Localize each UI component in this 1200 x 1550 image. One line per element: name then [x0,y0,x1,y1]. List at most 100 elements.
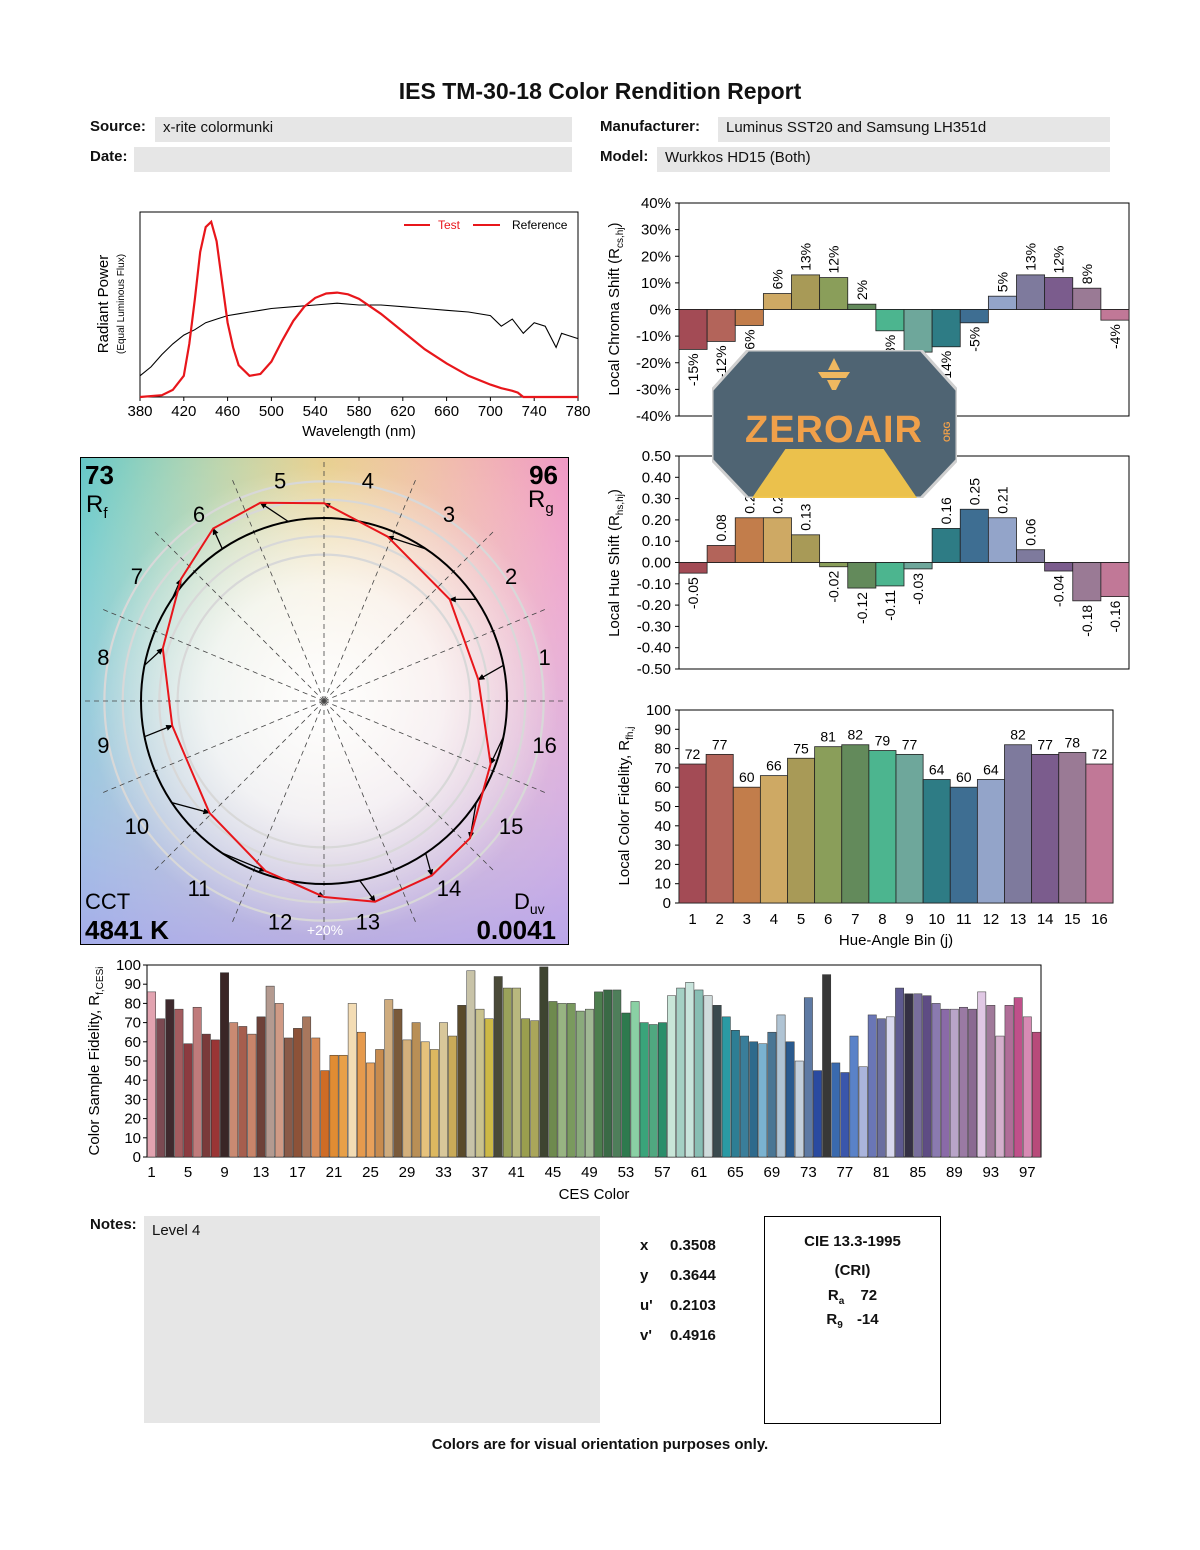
ces-bar-18 [302,1016,312,1158]
x-tick-label: 14 [1037,911,1054,928]
y-coord-label: y [640,1267,649,1284]
ces-bar-90 [959,1006,968,1158]
bar-bin-12 [976,779,1005,904]
bar-bin-16 [1085,763,1114,904]
ces-bar-70 [776,1014,786,1158]
rg-label: Rg [528,486,554,517]
ces-bar-63 [712,1005,722,1158]
bin-number-2: 2 [505,564,517,589]
spd-x-ticks: 380 420 460 500 540 580 620 660 700 740 780 [127,397,590,420]
ces-x-tick-label: 57 [654,1164,671,1181]
ces-y-tick-label: 40 [124,1072,141,1089]
model-field: Wurkkos HD15 (Both) [657,147,1110,172]
ces-y-tick-label: 90 [124,976,141,993]
y-tick-label: 0.40 [642,469,671,486]
chroma-y-label: Local Chroma Shift (Rcs,hj) [606,222,626,395]
ces-x-tick-label: 25 [362,1164,379,1181]
bin-number-4: 4 [362,468,374,493]
bar-value-label: 81 [820,729,836,745]
bar-value-label: 0.21 [994,486,1010,513]
cri-subtitle: (CRI) [834,1262,871,1279]
ra-label: R [827,1287,839,1304]
rf-value: 73 [85,460,114,490]
ces-bar-7 [201,1033,211,1158]
x-tick-label: 5 [797,911,805,928]
bar-bin-12 [987,517,1017,563]
bar-value-label: -0.16 [1107,600,1123,632]
ces-bar-10 [229,1022,239,1158]
bar-bin-1 [678,562,708,574]
bar-bin-7 [847,562,877,589]
y-tick-label: 0.20 [642,512,671,529]
rg-value: 96 [529,460,558,490]
fidelity-x-label: Hue-Angle Bin (j) [839,932,953,949]
ces-x-label: CES Color [559,1186,630,1203]
bar-bin-3 [732,786,761,904]
bar-bin-7 [847,303,877,310]
ces-bar-48 [575,1010,585,1158]
bar-value-label: 0.25 [966,478,982,505]
bar-bin-6 [819,562,849,568]
y-tick-label: 60 [654,779,671,796]
ces-bar-47 [566,1003,576,1158]
spd-chart: 380 420 460 500 540 580 620 660 700 740 780 Test R… [95,211,590,440]
model-label: Model: [600,148,649,165]
bar-bin-1 [678,309,708,350]
ces-bar-51 [603,989,613,1158]
ces-bar-64 [721,1016,731,1158]
vector-frame [80,457,569,945]
bar-value-label: 2% [854,280,870,300]
bar-bin-12 [987,295,1017,310]
ces-x-tick-label: 41 [508,1164,525,1181]
bar-value-label: 75 [793,740,809,756]
ces-bar-5 [183,1043,193,1158]
bar-value-label: 0.06 [1023,518,1039,545]
ces-x-tick-label: 5 [184,1164,192,1181]
bar-value-label: 12% [826,246,842,274]
y-tick-label: 10% [641,275,671,292]
spd-y-label: Radiant Power [95,255,112,353]
spoke [323,607,549,702]
bar-bin-10 [931,309,961,348]
ces-bar-66 [740,1035,749,1158]
ces-bar-61 [694,989,704,1158]
bar-bin-5 [791,274,821,310]
ces-bar-60 [685,982,695,1158]
y-tick-label: -0.50 [637,661,671,678]
ces-y-tick-label: 10 [124,1130,141,1147]
manufacturer-field: Luminus SST20 and Samsung LH351d [718,117,1110,142]
spd-x-tick-label: 780 [565,403,590,420]
ces-bar-75 [822,974,832,1158]
ces-x-tick-label: 77 [837,1164,854,1181]
ces-y-tick-label: 50 [124,1053,141,1070]
ces-bar-42 [521,1018,530,1158]
ces-bar-80 [867,1014,877,1158]
bar-bin-5 [791,534,821,563]
bar-value-label: 0.08 [713,514,729,541]
rf-label: Rf [86,491,108,522]
bar-value-label: 0.13 [798,503,814,530]
y-tick-label: -40% [636,408,671,425]
bar-value-label: -12% [713,345,729,378]
ra-value: 72 [860,1287,878,1304]
logo-text: ZEROAIR [745,409,923,451]
ces-y-tick-label: 60 [124,1034,141,1051]
ces-bar-76 [831,1062,841,1158]
ces-bar-4 [174,1008,184,1158]
ces-x-tick-label: 45 [545,1164,562,1181]
date-field [134,147,572,172]
x-tick-label: 10 [928,911,945,928]
ces-bar-84 [904,993,914,1158]
manufacturer-label: Manufacturer: [600,118,701,135]
ces-bar-79 [858,1066,868,1158]
notes-label: Notes: [90,1216,137,1233]
bar-value-label: 60 [956,769,972,785]
ces-bar-41 [512,987,521,1158]
ces-bar-59 [676,987,686,1158]
spd-x-tick-label: 700 [478,403,503,420]
y-tick-label: 20% [641,248,671,265]
ces-y-tick-label: 30 [124,1091,141,1108]
ces-x-tick-label: 65 [727,1164,744,1181]
spd-x-tick-label: 540 [303,403,328,420]
